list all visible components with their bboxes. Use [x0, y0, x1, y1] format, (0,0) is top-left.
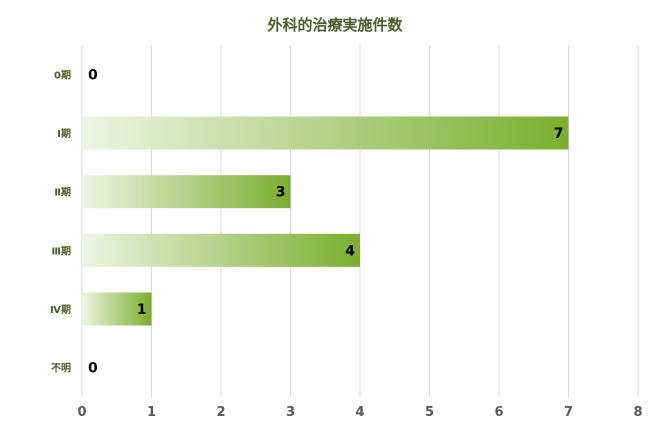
bar-3 [82, 233, 360, 267]
x-tick-label-4: 4 [355, 405, 364, 420]
grid-lines [81, 45, 639, 397]
chart-title: 外科的治療実施件数 [267, 16, 403, 34]
category-label-1: Ⅰ期 [57, 127, 71, 140]
labels: 0 1 2 3 4 5 6 7 8 0期 0 Ⅰ期 7 Ⅱ期 3 Ⅲ期 4 Ⅳ期 1 不明 0 [50, 67, 643, 420]
bar-1 [82, 116, 569, 150]
data-label-0: 0 [88, 67, 98, 83]
x-tick-label-2: 2 [216, 405, 225, 420]
x-tick-label-7: 7 [564, 405, 573, 420]
bar-4 [82, 292, 152, 326]
data-label-1: 7 [554, 126, 564, 142]
x-tick-label-5: 5 [425, 405, 434, 420]
category-label-5: 不明 [51, 363, 71, 375]
category-label-2: Ⅱ期 [54, 186, 71, 199]
x-tick-label-6: 6 [494, 405, 503, 420]
x-tick-label-3: 3 [286, 405, 295, 420]
category-label-3: Ⅲ期 [52, 244, 71, 257]
data-label-4: 1 [137, 302, 147, 318]
x-tick-label-1: 1 [147, 405, 156, 420]
data-label-3: 4 [345, 243, 355, 259]
bar-2 [82, 175, 291, 209]
data-label-2: 3 [276, 185, 286, 201]
x-tick-label-8: 8 [633, 405, 642, 420]
bars [82, 116, 569, 326]
data-label-5: 0 [88, 361, 98, 377]
x-tick-label-0: 0 [77, 405, 86, 420]
category-label-0: 0期 [54, 68, 71, 81]
category-label-4: Ⅳ期 [50, 303, 71, 316]
